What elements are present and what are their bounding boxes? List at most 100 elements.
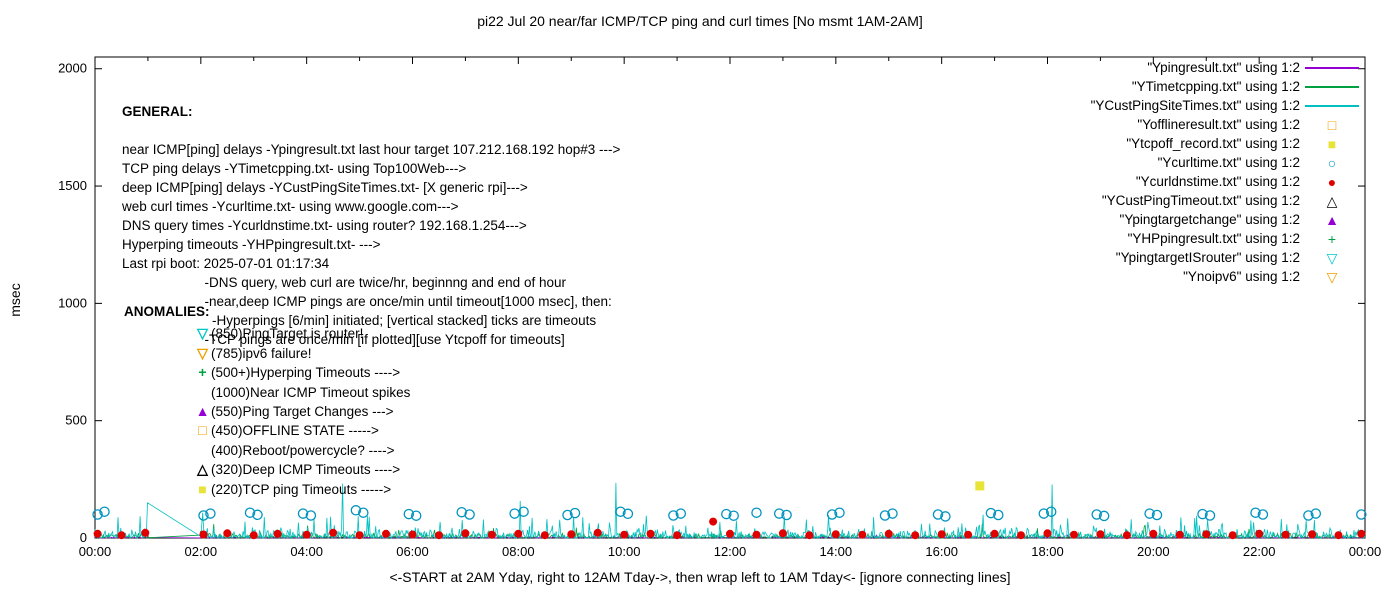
general-note-line: Last rpi boot: 2025-07-01 01:17:34 (122, 256, 330, 271)
anomaly-item: ▽ (850)PingTarget is router! (194, 324, 410, 343)
Ycurltime-point (728, 510, 739, 521)
Ycurltime-point (940, 511, 951, 522)
legend-label: "Ypingtargetchange" using 1:2 (1119, 212, 1300, 227)
anomaly-item: □ (450)OFFLINE STATE -----> (194, 421, 410, 440)
legend-entry: "Ytcpoff_record.txt" using 1:2 ■ (1091, 134, 1364, 153)
anomaly-item: ▲ (550)Ping Target Changes ---> (194, 402, 410, 421)
Ycurldnstime-point (93, 529, 102, 538)
Ycurldnstime-point (593, 528, 602, 537)
anomaly-item: △ (320)Deep ICMP Timeouts ----> (194, 460, 410, 479)
legend-entry: "YpingtargetISrouter" using 1:2 ▽ (1091, 248, 1364, 267)
Ycurltime-point (92, 509, 103, 520)
Ycurldnstime-point (273, 529, 282, 538)
Ycurltime-point (1151, 509, 1163, 521)
x-axis-label: <-START at 2AM Yday, right to 12AM Tday-… (389, 569, 1011, 585)
Ycurltime-point (615, 506, 626, 517)
x-tick-label: 08:00 (502, 544, 535, 559)
Ycurldnstime-point (673, 531, 682, 540)
Ycurldnstime-point (964, 530, 973, 539)
legend-entry: "YTimetcpping.txt" using 1:2 (1091, 77, 1364, 96)
Ycurltime-point (887, 508, 898, 519)
Ycurldnstime-point (1202, 530, 1211, 539)
Ycurldnstime-point (858, 530, 867, 539)
general-note-line: web curl times -Ycurltime.txt- using www… (122, 199, 459, 214)
Ycurltime-point (781, 509, 792, 521)
Ycurltime-point (993, 509, 1004, 521)
Ycurltime-point (622, 508, 634, 520)
anomaly-text: (400)Reboot/powercycle? ----> (211, 442, 395, 458)
Ycurldnstime-point (1096, 530, 1105, 539)
general-note-line: deep ICMP[ping] delays -YCustPingSiteTim… (122, 180, 528, 195)
anomaly-text: (320)Deep ICMP Timeouts ----> (211, 462, 401, 478)
Ycurltime-point (464, 509, 475, 520)
Ycurldnstime-point (329, 528, 338, 537)
legend-label: "Yofflineresult.txt" using 1:2 (1137, 117, 1300, 132)
x-tick-label: 10:00 (608, 544, 641, 559)
anomaly-text: (500+)Hyperping Timeouts ----> (211, 365, 401, 381)
general-note-line: Hyperping timeouts -YHPpingresult.txt- -… (122, 237, 381, 252)
x-tick-label: 04:00 (290, 544, 323, 559)
Ycurltime-point (403, 508, 415, 520)
Ycurltime-point (1310, 508, 1322, 519)
Ycurltime-point (1250, 507, 1261, 518)
purple-line-icon (1300, 66, 1364, 69)
general-note-line: -Hyperpings [6/min] initiated; [vertical… (122, 313, 597, 328)
Ycurltime-point (721, 508, 732, 520)
anomaly-marker-icon: ▲ (195, 402, 210, 419)
Ycurltime-point (252, 509, 263, 521)
y-axis-label: msec (7, 283, 23, 317)
teal-line-icon (1305, 104, 1359, 107)
Ycurltime-point (932, 509, 944, 520)
Ycurltime-point (1204, 510, 1216, 521)
legend-label: "YpingtargetISrouter" using 1:2 (1115, 250, 1300, 265)
y-tick-label: 1000 (58, 295, 87, 310)
Ycurldnstime-point (911, 531, 920, 540)
legend-entry: "Ypingresult.txt" using 1:2 (1091, 58, 1364, 77)
Ycurltime-point (1098, 510, 1110, 522)
anomaly-marker-icon: ■ (198, 480, 207, 497)
legend-label: "YHPpingresult.txt" using 1:2 (1127, 231, 1300, 246)
Ycurltime-point (456, 506, 467, 518)
Ycurltime-point (1045, 506, 1057, 517)
filled-triangle-icon: ▲ (1325, 211, 1339, 228)
Ycurldnstime-point (831, 530, 840, 539)
anomaly-text: (785)ipv6 failure! (211, 345, 312, 361)
open-circle-icon: ○ (1327, 154, 1337, 171)
Ycurltime-point (1091, 509, 1102, 520)
Ycurltime-point (358, 507, 369, 518)
legend-entry: "Ycurltime.txt" using 1:2 ○ (1091, 153, 1364, 172)
y-tick-label: 0 (80, 530, 87, 545)
y-tick-label: 1500 (58, 178, 87, 193)
legend-label: "Ynoipv6" using 1:2 (1183, 269, 1300, 284)
Ycurldnstime-point (1043, 529, 1052, 538)
Ycurldnstime-point (117, 531, 126, 540)
teal-line-icon (1300, 104, 1364, 107)
Ycurldnstime-point (141, 528, 150, 537)
Ycurldnstime-point (408, 530, 417, 539)
x-tick-label: 22:00 (1243, 544, 1276, 559)
x-tick-label: 02:00 (185, 544, 218, 559)
x-tick-label: 20:00 (1137, 544, 1170, 559)
Ycurldnstime-point (540, 531, 549, 540)
anomaly-text: (450)OFFLINE STATE -----> (211, 423, 379, 439)
Ycurldnstime-point (1255, 529, 1264, 538)
anomaly-item: (400)Reboot/powercycle? ----> (194, 441, 410, 460)
Ycurltime-point (1303, 510, 1314, 521)
general-note-line: -near,deep ICMP pings are once/min until… (122, 294, 612, 309)
legend-entry: "YCustPingTimeout.txt" using 1:2 △ (1091, 191, 1364, 210)
Ycurldnstime-point (884, 529, 893, 538)
x-tick-label: 18:00 (1031, 544, 1064, 559)
general-header: GENERAL: (122, 104, 193, 119)
legend: "Ypingresult.txt" using 1:2 "YTimetcpping… (1091, 58, 1364, 286)
general-note-line: TCP ping delays -YTimetcpping.txt- using… (122, 161, 467, 176)
green-line-icon (1305, 85, 1359, 88)
anomaly-marker-icon: ▽ (197, 325, 208, 342)
general-note-line: DNS query times -Ycurldnstime.txt- using… (122, 218, 527, 233)
Ycurldnstime-point (382, 529, 390, 538)
Ycurltime-point (205, 508, 216, 519)
x-tick-label: 12:00 (714, 544, 747, 559)
legend-label: "Ytcpoff_record.txt" using 1:2 (1126, 136, 1300, 151)
Ycurldnstime-point (461, 529, 470, 538)
legend-label: "Ycurldnstime.txt" using 1:2 (1135, 174, 1300, 189)
Ycurldnstime-point (778, 529, 787, 538)
